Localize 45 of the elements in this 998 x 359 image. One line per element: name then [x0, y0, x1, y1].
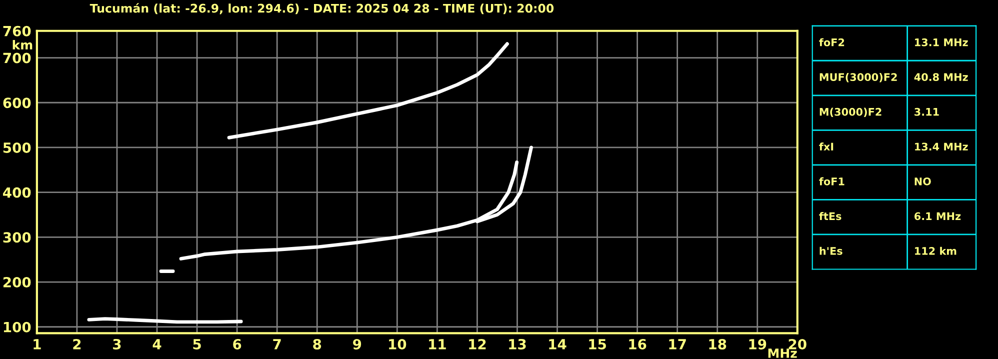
text: foF2	[819, 38, 844, 46]
x-tick-label: 4	[152, 339, 162, 350]
x-tick-label: 5	[193, 339, 201, 350]
x-tick-label: 3	[113, 338, 121, 350]
x-tick-label: 19	[749, 338, 766, 350]
x-tick-label: 17	[669, 339, 686, 350]
x-tick-label: 15	[589, 339, 606, 350]
y-axis-title: km	[12, 40, 32, 50]
y-tick-label: 500	[3, 142, 31, 153]
x-tick-label: 14	[549, 339, 566, 350]
text: M(3000)F2	[820, 108, 882, 118]
text: MUF(3000)F2	[820, 72, 897, 82]
x-tick-label: 10	[389, 338, 406, 350]
y-tick-label: 100	[4, 322, 31, 332]
x-tick-label: 20	[788, 338, 806, 350]
text: foF1	[819, 177, 844, 186]
x-tick-label: 16	[629, 338, 646, 350]
y-tick-label: 700	[3, 52, 31, 64]
x-tick-label: 7	[273, 339, 281, 350]
x-tick-label: 6	[233, 338, 242, 350]
text: fxI	[819, 142, 834, 150]
x-tick-label: 9	[353, 338, 362, 350]
x-tick-label: 12	[469, 338, 486, 350]
text: h'Es	[820, 246, 842, 255]
text: NO	[914, 177, 931, 186]
x-tick-label: 1	[34, 339, 41, 350]
x-tick-label: 13	[509, 338, 526, 350]
chart-title: Tucumán (lat: -26.9, lon: 294.6) - DATE: 2025 04 28 - TIME (UT): 20:00	[90, 3, 554, 14]
x-tick-label: 11	[429, 339, 446, 350]
y-tick-label: 760	[3, 26, 31, 36]
text: 13.1 MHz	[915, 38, 968, 46]
text: 6.1 MHz	[914, 212, 961, 220]
x-tick-label: 2	[73, 338, 81, 350]
text: 40.8 MHz	[914, 73, 968, 82]
text: 112 km	[915, 246, 956, 255]
text: 13.4 MHz	[915, 142, 968, 151]
x-tick-label: 18	[709, 338, 726, 350]
x-tick-label: 8	[313, 338, 322, 350]
text: 3.11	[914, 108, 939, 116]
y-tick-label: 600	[3, 98, 31, 108]
y-tick-label: 200	[3, 276, 31, 288]
y-tick-label: 400	[3, 187, 31, 198]
y-tick-label: 300	[3, 232, 31, 243]
text: ftEs	[819, 212, 842, 220]
x-axis-title: MHz	[768, 348, 797, 358]
